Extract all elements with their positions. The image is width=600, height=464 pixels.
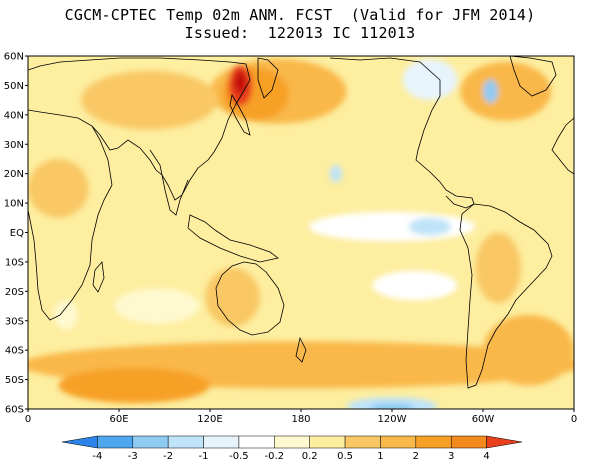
map-title: CGCM-CPTEC Temp 02m ANM. FCST (Valid for…	[64, 6, 536, 24]
lon-label: 0	[571, 414, 577, 425]
eurasia-coastline	[28, 57, 251, 201]
colorbar-label: -4	[92, 451, 102, 462]
colorbar-label: 1	[377, 451, 383, 462]
colorbar-label: -0.2	[265, 451, 285, 462]
lat-label: 20S	[5, 287, 24, 298]
lon-label: 0	[25, 414, 31, 425]
anomaly-south-indian-warm	[58, 367, 210, 404]
colorbar-label: -0.5	[229, 451, 249, 462]
lat-label: 60N	[4, 52, 24, 63]
colorbar-label: 4	[483, 451, 489, 462]
anomaly-labrador-cool	[483, 79, 499, 104]
anomaly-australia-warm	[205, 267, 261, 327]
colorbar-swatch	[97, 435, 134, 449]
maritime-continent-coastline	[187, 214, 279, 263]
colorbar-label: 2	[413, 451, 419, 462]
australia-coastline	[215, 261, 285, 336]
kamchatka-coastline	[257, 57, 279, 99]
japan-coastline	[229, 93, 251, 136]
colorbar-label: -3	[128, 451, 138, 462]
colorbar-swatch	[344, 435, 381, 449]
lat-label: 40N	[4, 110, 24, 121]
lon-label: 60E	[109, 414, 128, 425]
anomaly-regions	[28, 58, 574, 409]
anomaly-north-america-cool	[402, 58, 458, 101]
anomaly-hawaii-cool	[329, 164, 342, 183]
map-subtitle: Issued: 122013 IC 112013	[184, 24, 416, 42]
lat-label: 40S	[5, 346, 24, 357]
anomaly-north-atlantic-warm	[460, 61, 552, 121]
lat-label: 30N	[4, 140, 24, 151]
anomaly-south-indian-ocean-cool	[114, 288, 200, 324]
lat-label: 50S	[5, 375, 24, 386]
south-america-coastline	[459, 203, 553, 389]
new-zealand-coastline	[295, 336, 307, 363]
anomaly-south-atlantic-warm	[483, 314, 574, 386]
colorbar-label: 0.5	[337, 451, 353, 462]
colorbar-swatch	[61, 435, 98, 449]
madagascar-coastline	[92, 261, 105, 293]
lon-label: 120E	[197, 414, 222, 425]
greenland-coastline	[509, 56, 557, 97]
africa-coastline	[28, 109, 113, 321]
longitude-axis: 0 60E 120E 180 120W 60W 0	[25, 409, 577, 425]
anomaly-africa-warm	[28, 158, 89, 218]
colorbar-label: -1	[199, 451, 209, 462]
anomaly-south-america-warm	[475, 232, 521, 304]
india-coastline	[149, 149, 189, 216]
map-plot-area: 60N 50N 40N 30N 20N 10N EQ 10S 20S 30S 40S 50S 60S 0…	[4, 52, 577, 426]
lat-label: 10S	[5, 257, 24, 268]
colorbar-swatch	[380, 435, 417, 449]
lat-label: EQ	[10, 228, 24, 239]
colorbar-swatch	[167, 435, 204, 449]
lat-label: 50N	[4, 81, 24, 92]
anomaly-antarctic-edge-cold-core	[369, 403, 415, 409]
anomaly-east-pacific-cool-core	[408, 217, 452, 236]
colorbar-label: 3	[448, 451, 454, 462]
anomaly-southern-africa-cool	[53, 300, 79, 330]
colorbar-swatch	[238, 435, 275, 449]
colorbar-swatch	[486, 435, 523, 449]
lat-label: 20N	[4, 169, 24, 180]
color-scale-bar: -4 -3 -2 -1 -0.5 -0.2 0.2 0.5 1 2 3 4	[61, 435, 523, 462]
colorbar-label: -2	[163, 451, 173, 462]
coastlines	[28, 56, 574, 389]
iberia-westafrica-coastline	[551, 117, 574, 175]
lat-label: 60S	[5, 405, 24, 416]
colorbar-swatch	[450, 435, 487, 449]
colorbar-swatch	[203, 435, 240, 449]
colorbar-swatch	[309, 435, 346, 449]
lat-label: 10N	[4, 199, 24, 210]
lat-label: 30S	[5, 316, 24, 327]
lon-label: 60W	[472, 414, 495, 425]
anomaly-siberia-warm	[81, 70, 218, 130]
colorbar-swatch	[415, 435, 452, 449]
lon-label: 120W	[378, 414, 407, 425]
colorbar-label: 0.2	[302, 451, 318, 462]
colorbar-swatch	[274, 435, 310, 449]
latitude-axis: 60N 50N 40N 30N 20N 10N EQ 10S 20S 30S 40S 50S 60S	[4, 52, 28, 416]
anomaly-south-pacific-cool	[372, 270, 458, 301]
colorbar-swatch	[132, 435, 169, 449]
lon-label: 180	[291, 414, 310, 425]
anomaly-kamchatka-peak	[234, 70, 247, 95]
